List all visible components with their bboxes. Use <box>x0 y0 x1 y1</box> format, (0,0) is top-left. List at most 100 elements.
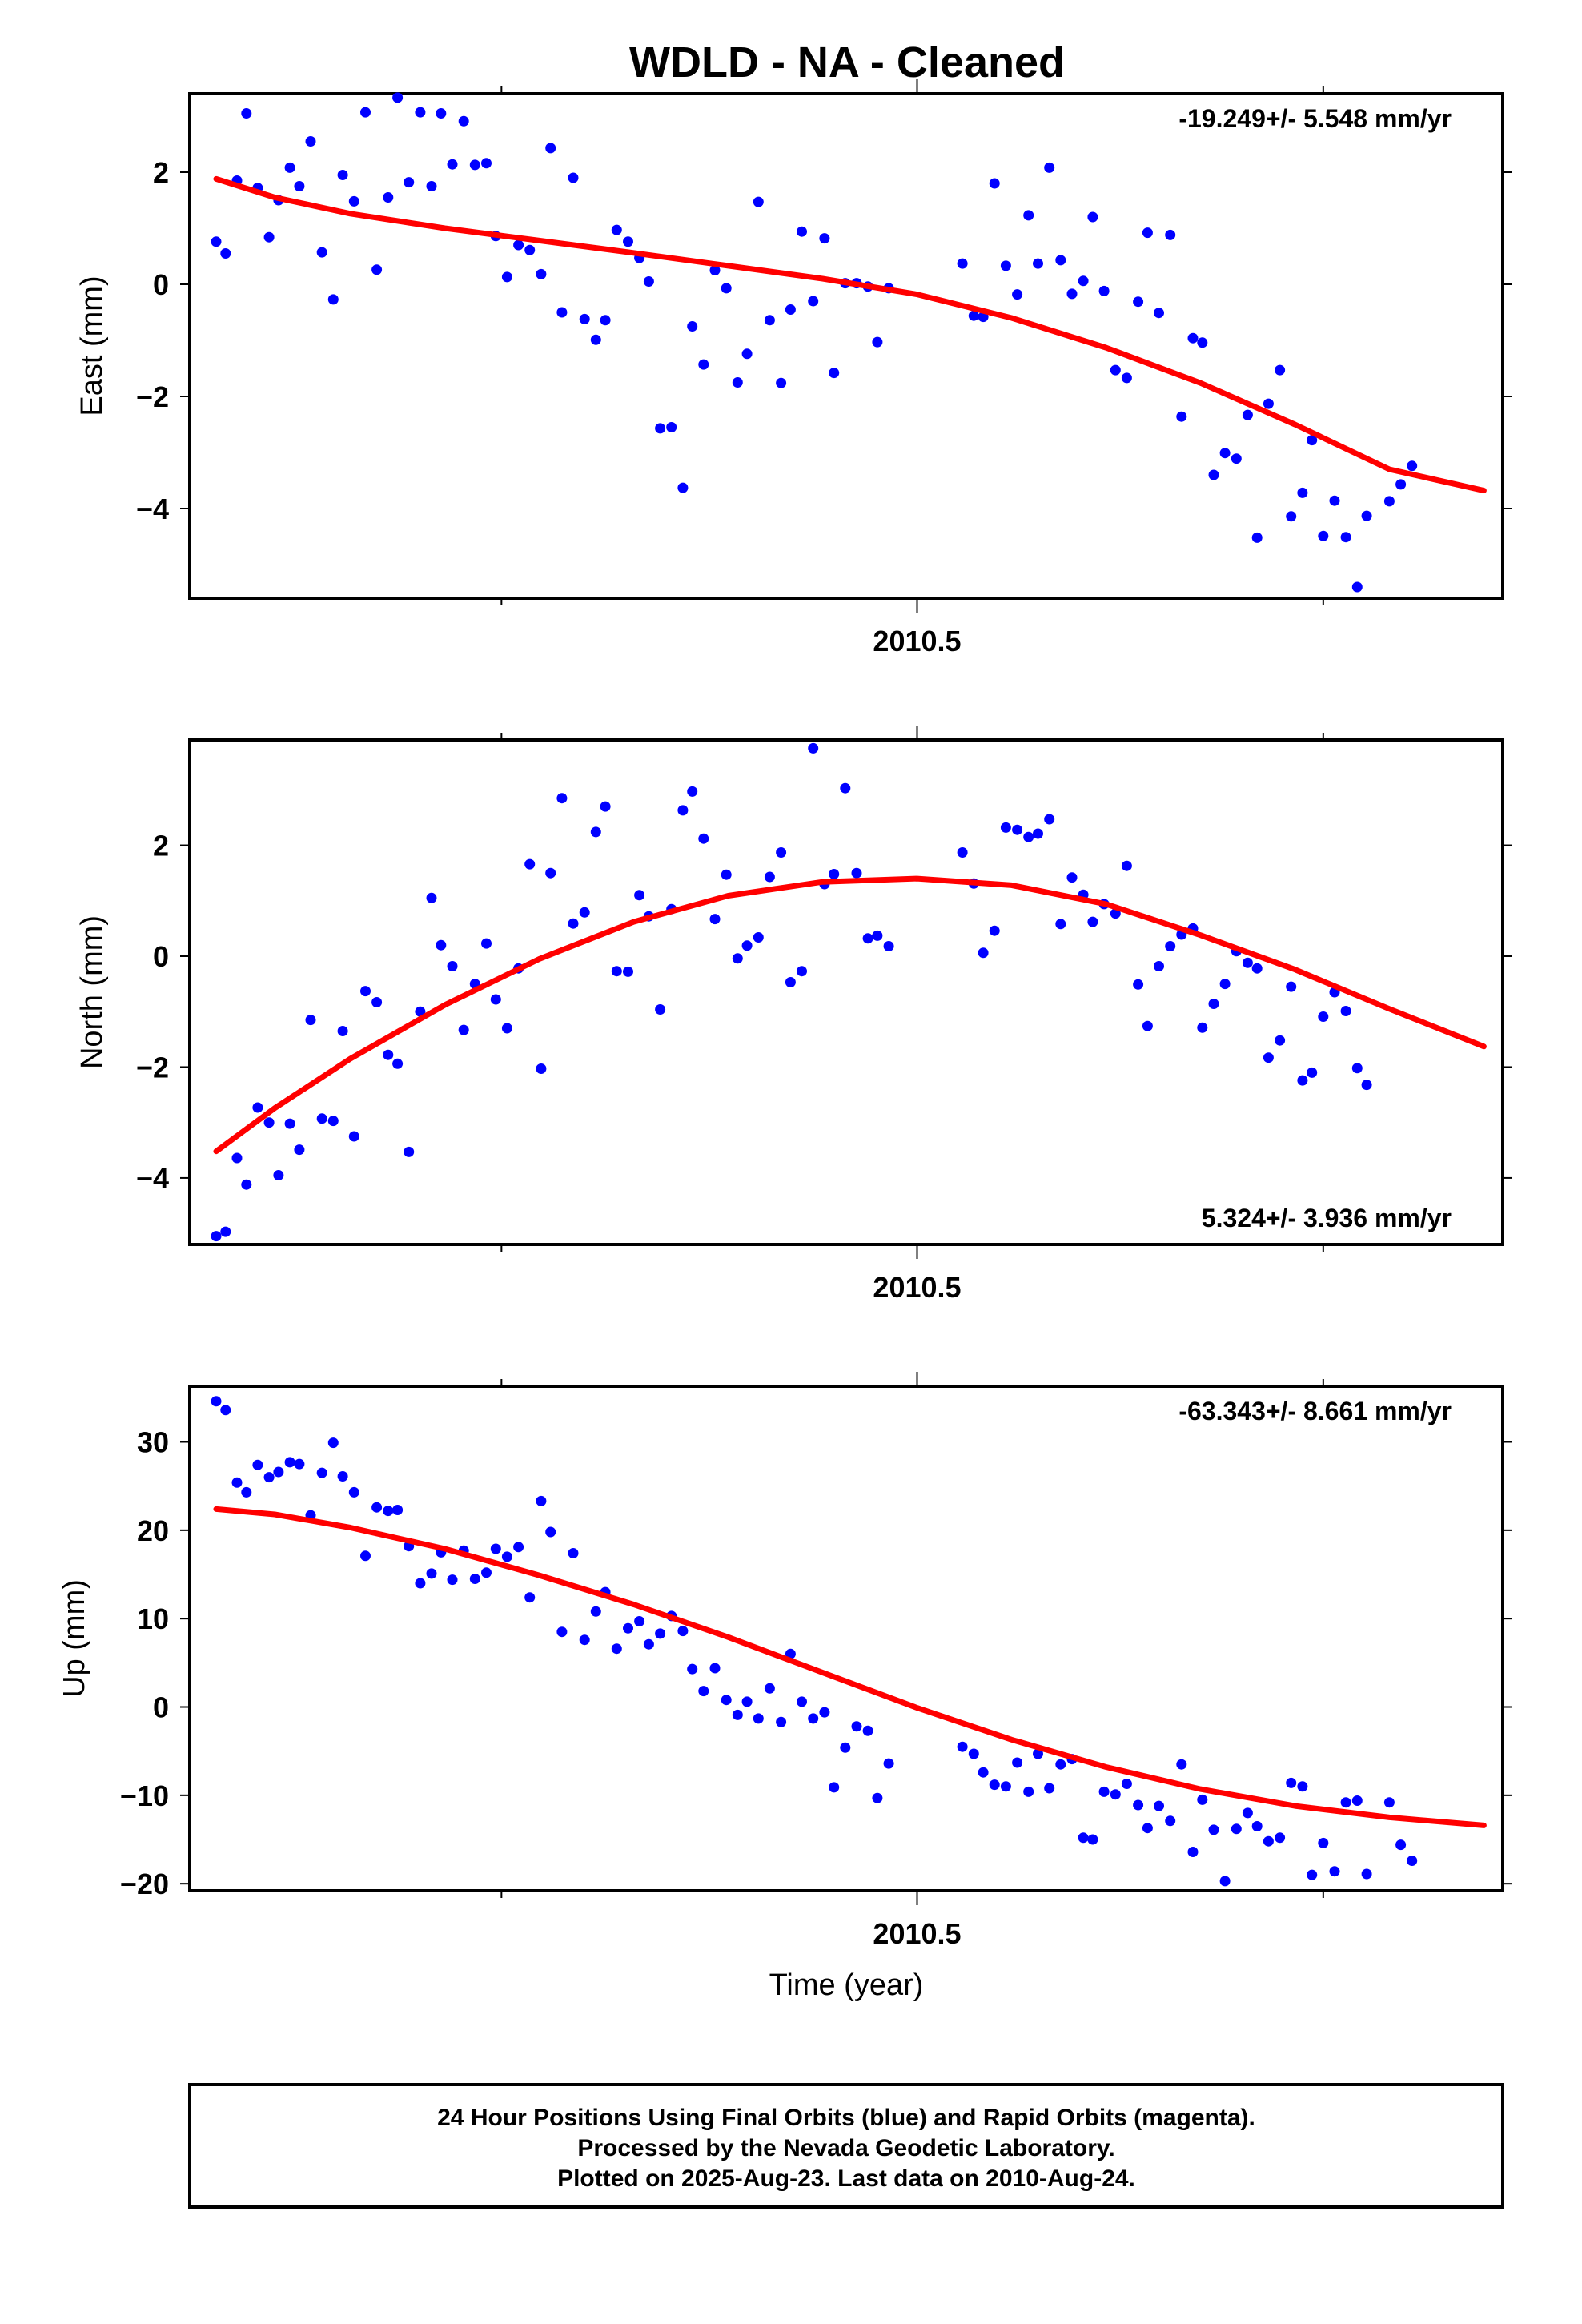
up-data-point <box>872 1792 883 1803</box>
up-data-point <box>1251 1821 1263 1831</box>
up-data-point <box>524 1592 536 1603</box>
east-data-point <box>1033 258 1043 269</box>
up-data-point <box>220 1405 231 1416</box>
north-data-point <box>1023 831 1034 842</box>
north-data-point <box>1133 979 1144 990</box>
up-data-point <box>1187 1847 1199 1857</box>
up-data-point <box>447 1574 458 1586</box>
up-data-point <box>426 1568 437 1579</box>
up-data-point <box>732 1709 743 1720</box>
north-data-points <box>211 742 1372 1242</box>
north-data-point <box>709 914 721 925</box>
north-data-point <box>220 1226 231 1237</box>
east-data-point <box>447 159 458 170</box>
north-data-point <box>785 977 796 987</box>
east-x-tick-label: 2010.5 <box>873 625 961 657</box>
up-data-point <box>545 1526 556 1538</box>
north-data-point <box>490 994 501 1005</box>
up-data-point <box>1087 1834 1098 1845</box>
up-data-point <box>1383 1797 1395 1808</box>
up-data-point <box>337 1471 348 1482</box>
north-data-point <box>371 997 383 1007</box>
east-data-point <box>1307 435 1318 446</box>
footer-line-3: Plotted on 2025-Aug-23. Last data on 201… <box>557 2165 1135 2192</box>
up-data-point <box>415 1578 426 1589</box>
north-data-point <box>415 1006 426 1017</box>
north-data-point <box>337 1026 348 1036</box>
east-data-point <box>568 172 579 183</box>
north-data-point <box>327 1116 339 1127</box>
north-data-point <box>1142 1020 1153 1031</box>
north-data-point <box>447 961 458 971</box>
up-data-point <box>360 1550 371 1562</box>
east-panel: 2 0 −2 −4 2010.5 East (mm) -19.249+/- 5.548 mm… <box>75 79 1512 657</box>
up-data-point <box>655 1628 666 1639</box>
up-data-point <box>1307 1869 1318 1880</box>
up-data-point <box>1407 1856 1418 1866</box>
north-plot-frame <box>188 738 1504 1246</box>
east-data-point <box>211 236 222 247</box>
east-data-point <box>392 92 404 103</box>
north-data-point <box>1219 979 1231 990</box>
up-data-point <box>490 1543 501 1554</box>
east-data-point <box>556 307 568 318</box>
up-data-point <box>294 1458 305 1470</box>
up-data-point <box>776 1716 787 1727</box>
up-data-point <box>883 1758 894 1769</box>
east-data-point <box>481 158 492 169</box>
east-data-point <box>1044 162 1055 173</box>
north-data-point <box>1208 999 1219 1009</box>
up-data-point <box>1055 1759 1066 1770</box>
east-data-point <box>687 321 698 332</box>
east-data-point <box>1197 337 1208 348</box>
up-data-point <box>1395 1839 1407 1851</box>
north-data-point <box>524 858 536 870</box>
east-data-point <box>360 107 371 118</box>
east-plot-frame <box>188 92 1504 600</box>
north-data-point <box>753 932 764 943</box>
up-data-point <box>211 1396 222 1407</box>
north-data-point <box>611 966 622 977</box>
north-data-point <box>294 1144 305 1156</box>
north-panel: 2 0 −2 −4 2010.5 North (mm) 5.324+/- 3.936 mm/… <box>75 726 1512 1304</box>
east-data-point <box>1297 487 1308 498</box>
east-data-point <box>316 247 327 258</box>
up-data-point <box>764 1683 775 1694</box>
up-data-point <box>1219 1876 1231 1887</box>
north-y-axis-label: North (mm) <box>75 915 109 1069</box>
up-data-point <box>501 1551 512 1562</box>
north-data-point <box>1297 1075 1308 1086</box>
east-data-point <box>776 377 787 388</box>
north-data-point <box>404 1146 415 1157</box>
up-data-point <box>590 1606 601 1617</box>
up-y-tick-label: −10 <box>120 1779 169 1812</box>
north-data-point <box>1263 1052 1274 1063</box>
up-data-point <box>851 1721 862 1732</box>
up-data-point <box>1154 1800 1164 1811</box>
up-data-point <box>611 1643 622 1655</box>
up-data-points <box>211 1396 1418 1887</box>
north-data-point <box>776 847 787 858</box>
up-data-point <box>263 1472 275 1483</box>
east-data-point <box>968 310 979 321</box>
north-data-point <box>501 1023 512 1034</box>
north-data-point <box>1044 814 1055 825</box>
east-data-point <box>1165 229 1176 240</box>
east-fit-curve <box>213 175 1487 494</box>
up-y-tick-label: −20 <box>120 1868 169 1900</box>
up-data-point <box>513 1542 524 1553</box>
up-data-point <box>1297 1781 1308 1792</box>
up-data-point <box>1165 1815 1176 1827</box>
up-data-point <box>252 1459 263 1470</box>
up-data-point <box>568 1548 579 1558</box>
east-data-point <box>545 143 556 154</box>
up-data-point <box>481 1567 492 1578</box>
up-data-point <box>1286 1777 1297 1788</box>
north-data-point <box>721 869 732 880</box>
up-y-tick-label: 10 <box>137 1602 169 1635</box>
east-data-point <box>1110 364 1121 376</box>
north-data-point <box>263 1117 275 1128</box>
north-data-point <box>1087 916 1098 927</box>
east-data-point <box>501 271 512 283</box>
